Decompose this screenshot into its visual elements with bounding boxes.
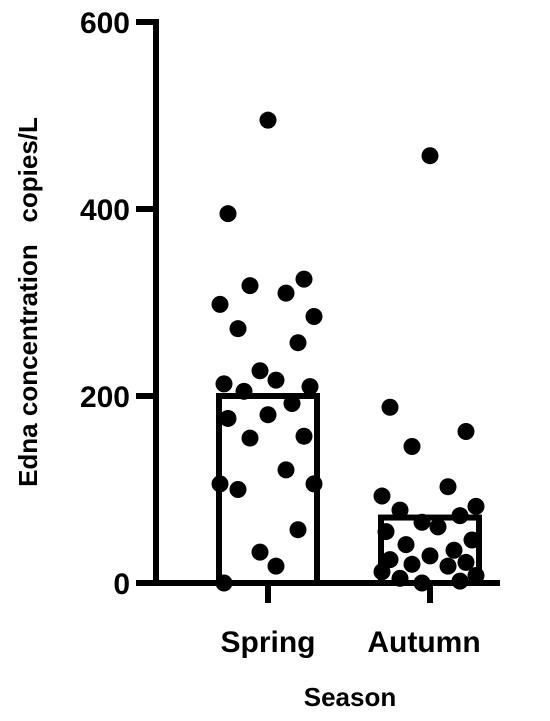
data-point bbox=[235, 382, 253, 400]
data-point bbox=[421, 547, 439, 565]
data-point bbox=[397, 536, 415, 554]
data-point bbox=[295, 427, 313, 445]
data-point bbox=[403, 555, 421, 573]
data-point bbox=[211, 475, 229, 493]
y-tick-label: 0 bbox=[113, 568, 130, 601]
data-points bbox=[211, 111, 485, 592]
data-point bbox=[381, 551, 399, 569]
data-point bbox=[377, 523, 395, 541]
y-tick-label: 400 bbox=[80, 194, 130, 227]
x-ticks: Spring Autumn bbox=[221, 583, 481, 659]
data-point bbox=[241, 429, 259, 447]
data-point bbox=[439, 478, 457, 496]
category-label-autumn: Autumn bbox=[367, 626, 480, 659]
data-point bbox=[451, 507, 469, 525]
data-point bbox=[463, 531, 481, 549]
data-point bbox=[289, 334, 307, 352]
data-point bbox=[457, 553, 475, 571]
data-point bbox=[283, 394, 301, 412]
x-axis-title: Season bbox=[304, 682, 397, 712]
y-axis-title: Edna concentration copies/L bbox=[13, 117, 43, 487]
data-point bbox=[295, 270, 313, 288]
data-point bbox=[241, 277, 259, 295]
data-point bbox=[467, 567, 485, 585]
y-tick-label: 600 bbox=[80, 7, 130, 40]
data-point bbox=[219, 409, 237, 427]
y-ticks: 0 200 400 600 bbox=[80, 7, 156, 601]
data-point bbox=[301, 378, 319, 396]
data-point bbox=[277, 284, 295, 302]
data-point bbox=[373, 563, 391, 581]
data-point bbox=[229, 481, 247, 498]
data-point bbox=[229, 320, 247, 338]
data-point bbox=[267, 371, 285, 389]
data-point bbox=[403, 437, 421, 455]
data-point bbox=[259, 406, 277, 424]
data-point bbox=[259, 111, 277, 129]
data-point bbox=[421, 147, 439, 165]
data-point bbox=[429, 518, 447, 536]
data-point bbox=[289, 521, 307, 539]
data-point bbox=[381, 398, 399, 416]
data-point bbox=[267, 557, 285, 575]
data-point bbox=[391, 501, 409, 519]
data-point bbox=[373, 487, 391, 505]
data-point bbox=[457, 423, 475, 441]
data-point bbox=[211, 295, 229, 313]
data-point bbox=[439, 557, 457, 575]
data-point bbox=[215, 375, 233, 393]
data-point bbox=[413, 513, 431, 531]
category-label-spring: Spring bbox=[221, 626, 316, 659]
data-point bbox=[277, 461, 295, 479]
data-point bbox=[305, 475, 323, 493]
data-point bbox=[251, 543, 269, 561]
data-point bbox=[219, 205, 237, 223]
data-point bbox=[467, 497, 485, 515]
data-point bbox=[251, 362, 269, 380]
axes bbox=[153, 19, 500, 586]
data-point bbox=[445, 541, 463, 559]
y-tick-label: 200 bbox=[80, 381, 130, 414]
data-point bbox=[305, 308, 323, 326]
